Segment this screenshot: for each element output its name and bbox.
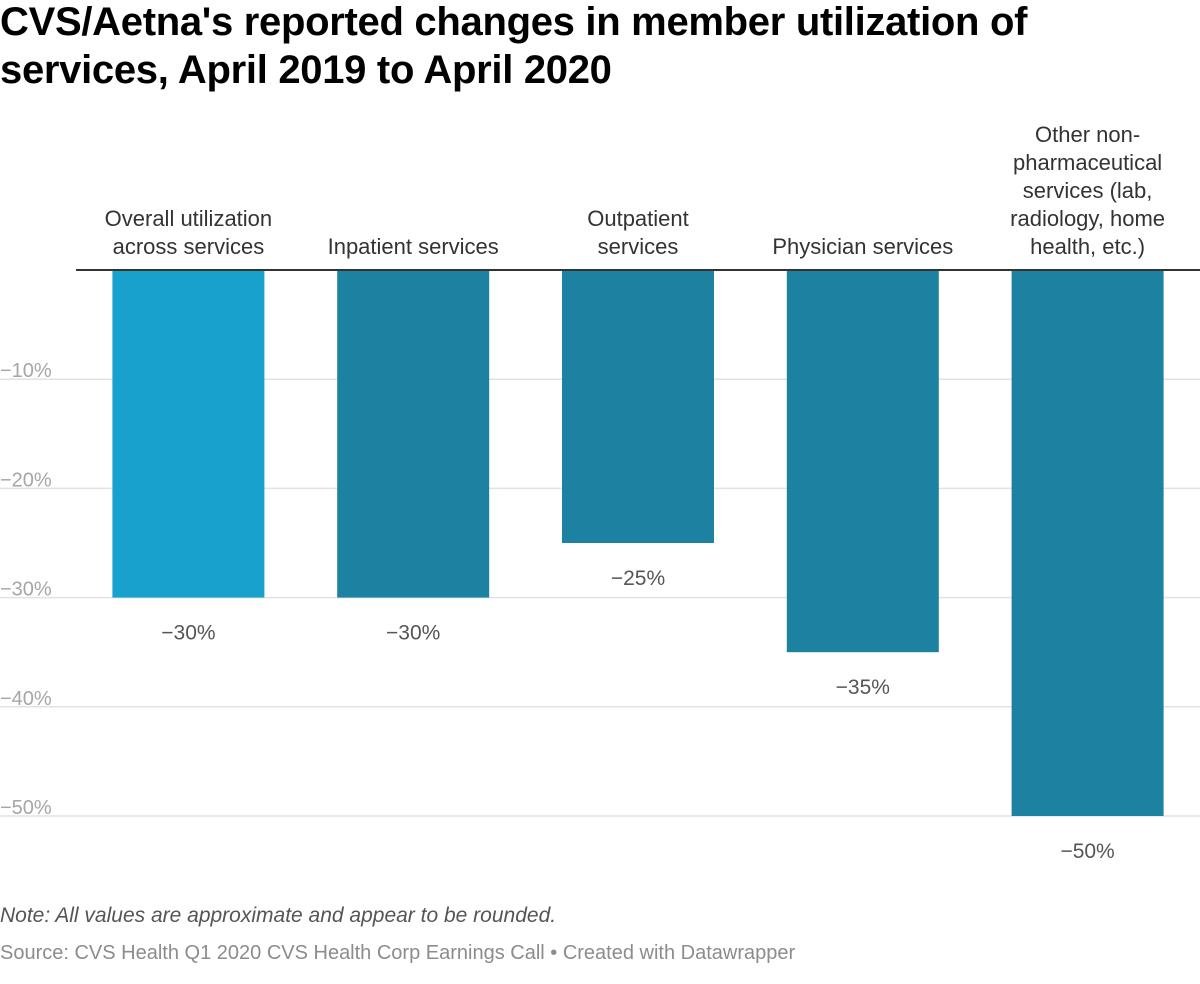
value-label: −35% <box>836 676 890 699</box>
value-label: −30% <box>386 622 440 645</box>
y-tick-label: −10% <box>0 360 52 382</box>
category-label: Physician services <box>772 234 953 259</box>
bar <box>786 270 939 653</box>
bar <box>337 270 490 598</box>
value-label: −25% <box>611 567 665 590</box>
y-tick-label: −50% <box>0 797 52 819</box>
bar <box>1011 270 1164 816</box>
bar <box>112 270 265 598</box>
bar-chart: −10% −20% −30% −40% −50% −30% Overall utilizat… <box>0 122 1200 863</box>
category-label: Overall utilization across services <box>105 206 273 259</box>
category-label: Outpatient services <box>587 206 689 259</box>
y-tick-label: −20% <box>0 469 52 491</box>
y-tick-label: −40% <box>0 688 52 710</box>
chart-note: Note: All values are approximate and app… <box>0 904 557 927</box>
value-label: −30% <box>161 622 215 645</box>
chart-source: Source: CVS Health Q1 2020 CVS Health Co… <box>0 942 796 964</box>
value-label: −50% <box>1060 840 1114 863</box>
category-label: Other non-pharmaceutical services (lab, ra… <box>1010 122 1165 259</box>
bar <box>562 270 714 543</box>
chart-title: CVS/Aetna's reported changes in member u… <box>0 0 1028 92</box>
category-label: Inpatient services <box>328 234 499 259</box>
y-tick-label: −30% <box>0 579 52 601</box>
